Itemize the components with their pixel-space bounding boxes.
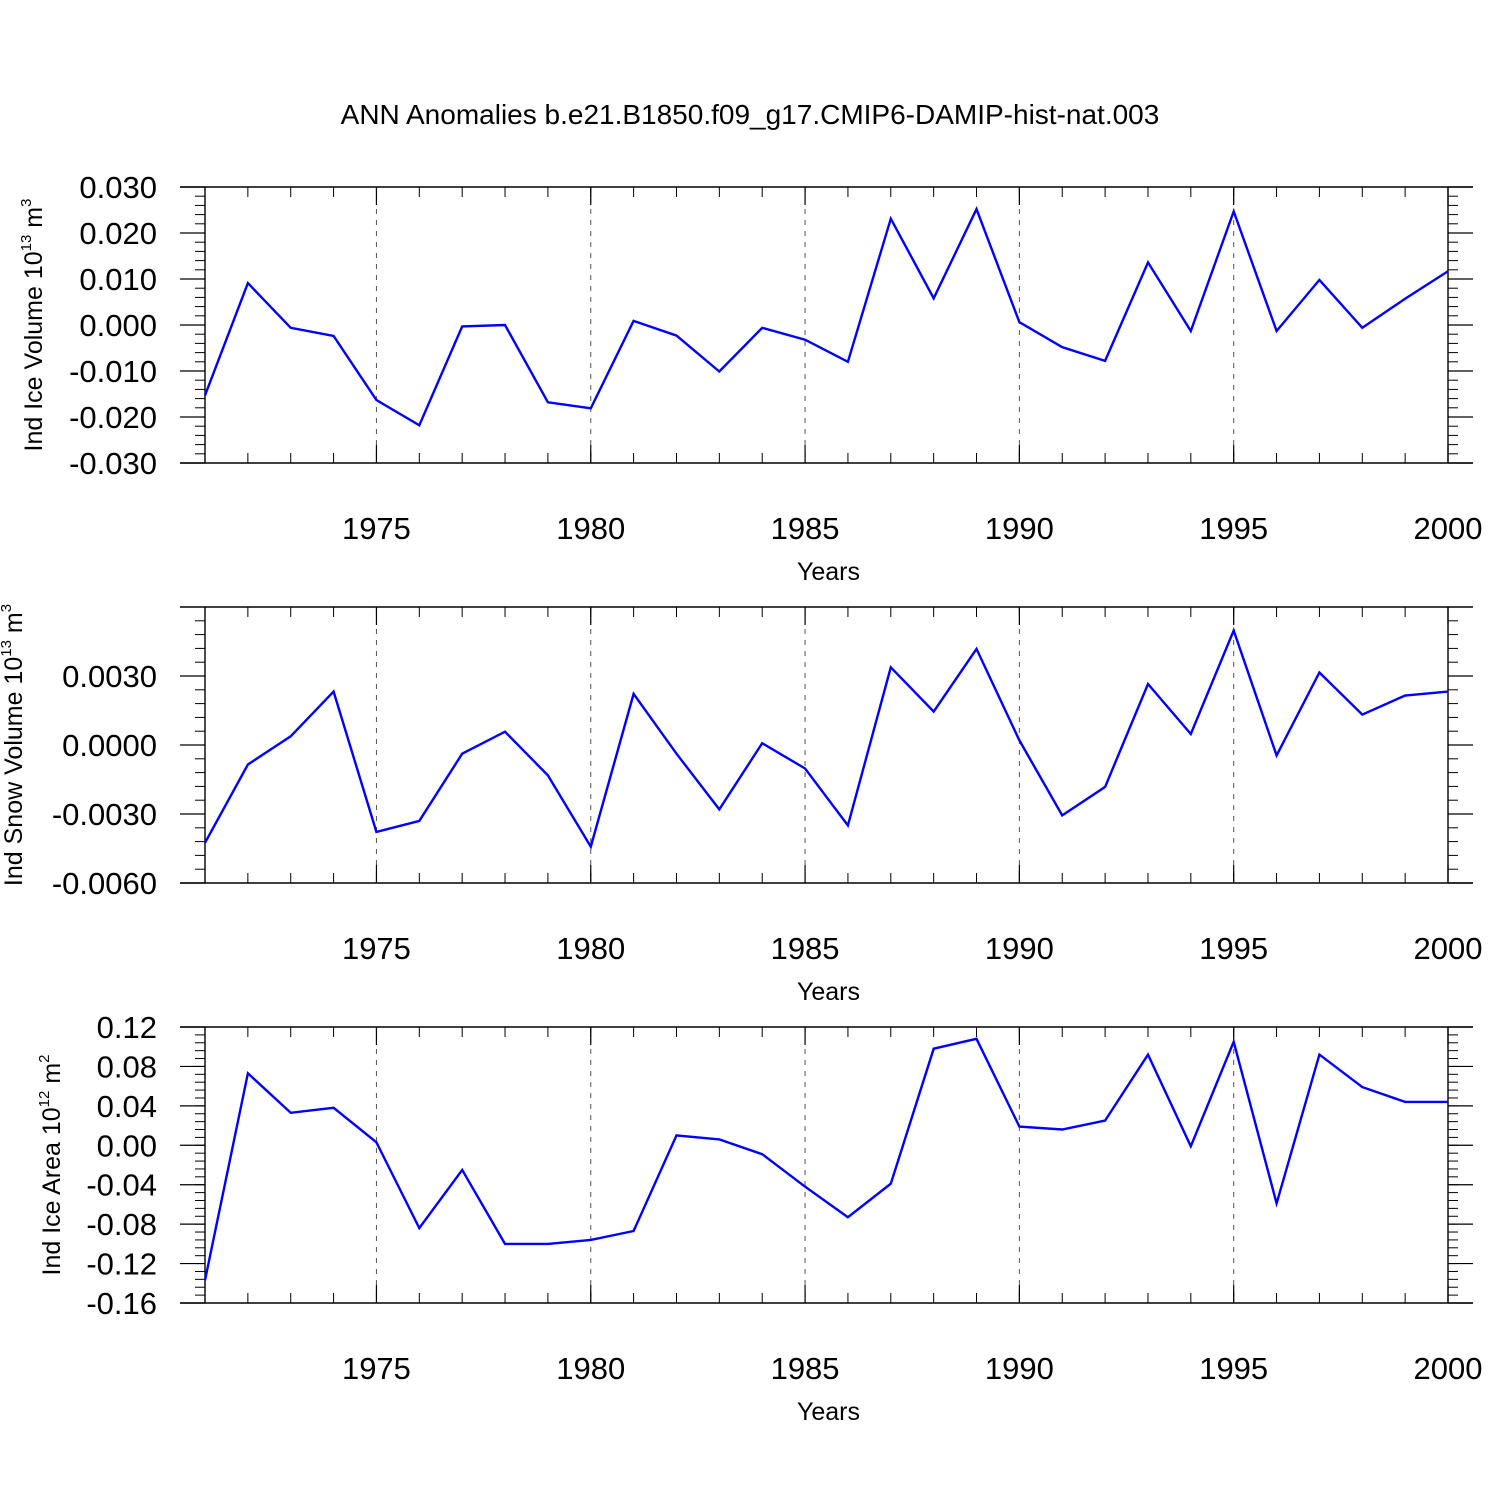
y-axis-title-unit: m (20, 207, 48, 235)
x-tick-label: 1985 (771, 931, 840, 966)
x-axis-title: Years (797, 1398, 860, 1426)
y-axis-title-exponent: 13 (0, 640, 15, 657)
x-tick-label: 1990 (985, 931, 1054, 966)
y-axis-title-base: Ind Ice Volume 10 (20, 251, 48, 451)
y-axis-title-base: Ind Ice Area 10 (38, 1107, 66, 1275)
x-tick-label: 1980 (556, 1351, 625, 1386)
panels: -0.030 -0.020 -0.010 0.000 0.010 0.020 0.030 19… (0, 170, 1482, 1426)
y-tick-label: -0.030 (69, 446, 157, 481)
x-tick-label: 1990 (985, 1351, 1054, 1386)
y-axis-title-exponent: 12 (36, 1091, 53, 1108)
x-tick-label: 1975 (342, 511, 411, 546)
x-tick-label: 2000 (1414, 931, 1483, 966)
x-tick-label: 1975 (342, 931, 411, 966)
y-axis-title-unit: m (0, 612, 28, 640)
x-axis-title: Years (797, 558, 860, 586)
y-axis-title-unit-exponent: 3 (0, 604, 15, 612)
y-tick-label: -0.020 (69, 400, 157, 435)
y-axis-title: Ind Snow Volume 1013 m3 (0, 604, 28, 886)
x-tick-label: 1990 (985, 511, 1054, 546)
x-tick-label: 2000 (1414, 511, 1483, 546)
y-tick-label: -0.08 (86, 1207, 157, 1242)
y-axis-title: Ind Ice Area 1012 m2 (36, 1055, 66, 1276)
x-tick-label: 1995 (1199, 511, 1268, 546)
y-axis-title: Ind Ice Volume 1013 m3 (18, 199, 48, 452)
x-tick-label: 1985 (771, 1351, 840, 1386)
y-tick-label: 0.00 (97, 1128, 157, 1163)
panel-ind-ice-area: -0.16 -0.12 -0.08 -0.04 0.00 0.04 0.08 0.12 1975… (36, 1010, 1482, 1426)
y-tick-label: -0.010 (69, 354, 157, 389)
y-tick-label: -0.04 (86, 1168, 157, 1203)
series-line (203, 206, 1449, 428)
y-tick-label: -0.0060 (52, 866, 157, 901)
x-tick-label: 1980 (556, 931, 625, 966)
x-tick-label: 1995 (1199, 931, 1268, 966)
y-tick-label: -0.0030 (52, 797, 157, 832)
y-tick-label: -0.12 (86, 1247, 157, 1282)
y-tick-label: 0.020 (79, 216, 157, 251)
panel-ind-snow-volume: -0.0060 -0.0030 0.0000 0.0030 1975 1980 1985 19… (0, 604, 1482, 1006)
x-tick-label: 2000 (1414, 1351, 1483, 1386)
y-tick-label: 0.0030 (62, 659, 157, 694)
x-axis-title: Years (797, 978, 860, 1006)
y-tick-label: 0.000 (79, 308, 157, 343)
y-axis-title-exponent: 13 (18, 235, 35, 252)
y-tick-label: 0.030 (79, 170, 157, 205)
y-axis-title-base: Ind Snow Volume 10 (0, 657, 28, 886)
y-axis-title-unit: m (38, 1063, 66, 1091)
y-tick-label: 0.0000 (62, 728, 157, 763)
x-tick-label: 1995 (1199, 1351, 1268, 1386)
y-tick-label: 0.010 (79, 262, 157, 297)
series-line (203, 1037, 1448, 1281)
y-tick-label: 0.04 (97, 1089, 157, 1124)
x-tick-label: 1985 (771, 511, 840, 546)
y-tick-label: 0.08 (97, 1049, 157, 1084)
panel-ind-ice-volume: -0.030 -0.020 -0.010 0.000 0.010 0.020 0.030 19… (18, 170, 1482, 586)
y-tick-label: -0.16 (86, 1286, 157, 1321)
x-tick-label: 1980 (556, 511, 625, 546)
y-axis-title-unit-exponent: 2 (36, 1055, 53, 1063)
chart-title: ANN Anomalies b.e21.B1850.f09_g17.CMIP6-… (341, 99, 1160, 130)
series-line (203, 627, 1449, 850)
y-axis-title-unit-exponent: 3 (18, 199, 35, 207)
x-tick-label: 1975 (342, 1351, 411, 1386)
y-tick-label: 0.12 (97, 1010, 157, 1045)
